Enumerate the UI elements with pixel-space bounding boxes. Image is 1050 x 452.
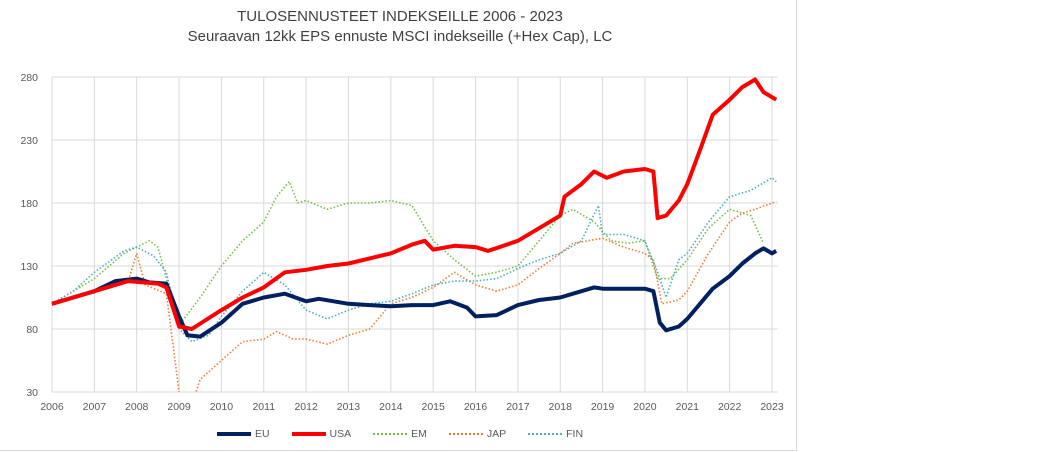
series-line-jap: [51, 200, 777, 392]
x-tick-label: 2014: [379, 401, 403, 413]
legend-item-jap: JAP: [448, 428, 507, 440]
legend-swatch: [373, 433, 408, 435]
legend: EU USA EM JAP FIN: [0, 428, 800, 440]
legend-item-usa: USA: [291, 428, 352, 440]
legend-swatch: [216, 432, 251, 436]
x-tick-label: 2006: [40, 401, 64, 413]
x-tick-label: 2010: [210, 401, 234, 413]
legend-swatch: [448, 433, 483, 435]
y-tick-label: 280: [20, 72, 38, 84]
legend-item-eu: EU: [216, 428, 270, 440]
x-tick-label: 2021: [676, 401, 700, 413]
chart-frame: [0, 0, 797, 451]
x-tick-label: 2023: [760, 401, 784, 413]
legend-label: EU: [254, 428, 270, 440]
legend-label: JAP: [486, 428, 507, 440]
x-tick-label: 2019: [591, 401, 615, 413]
legend-label: FIN: [566, 428, 584, 440]
y-tick-label: 80: [26, 324, 38, 336]
chart-title: TULOSENNUSTEET INDEKSEILLE 2006 - 2023: [237, 8, 563, 25]
x-tick-label: 2012: [294, 401, 318, 413]
legend-label: USA: [329, 428, 352, 440]
legend-swatch: [528, 433, 563, 435]
x-tick-label: 2011: [252, 401, 275, 413]
x-tick-label: 2016: [464, 401, 488, 413]
x-tick-label: 2018: [549, 401, 573, 413]
y-tick-label: 130: [20, 261, 38, 273]
x-tick-label: 2020: [633, 401, 657, 413]
x-tick-label: 2009: [167, 401, 191, 413]
series-line-em: [51, 180, 765, 326]
y-tick-label: 180: [20, 198, 38, 210]
y-tick-label: 30: [26, 387, 38, 399]
x-tick-label: 2017: [506, 401, 530, 413]
legend-swatch: [291, 432, 326, 436]
series-line-usa: [51, 77, 778, 331]
x-tick-label: 2007: [83, 401, 107, 413]
x-tick-label: 2008: [125, 401, 149, 413]
legend-item-em: EM: [373, 428, 427, 440]
chart-subtitle: Seuraavan 12kk EPS ennuste MSCI indeksei…: [187, 28, 613, 45]
x-tick-label: 2022: [718, 401, 742, 413]
legend-item-fin: FIN: [528, 428, 583, 440]
legend-label: EM: [411, 428, 427, 440]
y-tick-label: 230: [20, 135, 38, 147]
x-tick-label: 2013: [337, 401, 361, 413]
x-tick-label: 2015: [421, 401, 445, 413]
